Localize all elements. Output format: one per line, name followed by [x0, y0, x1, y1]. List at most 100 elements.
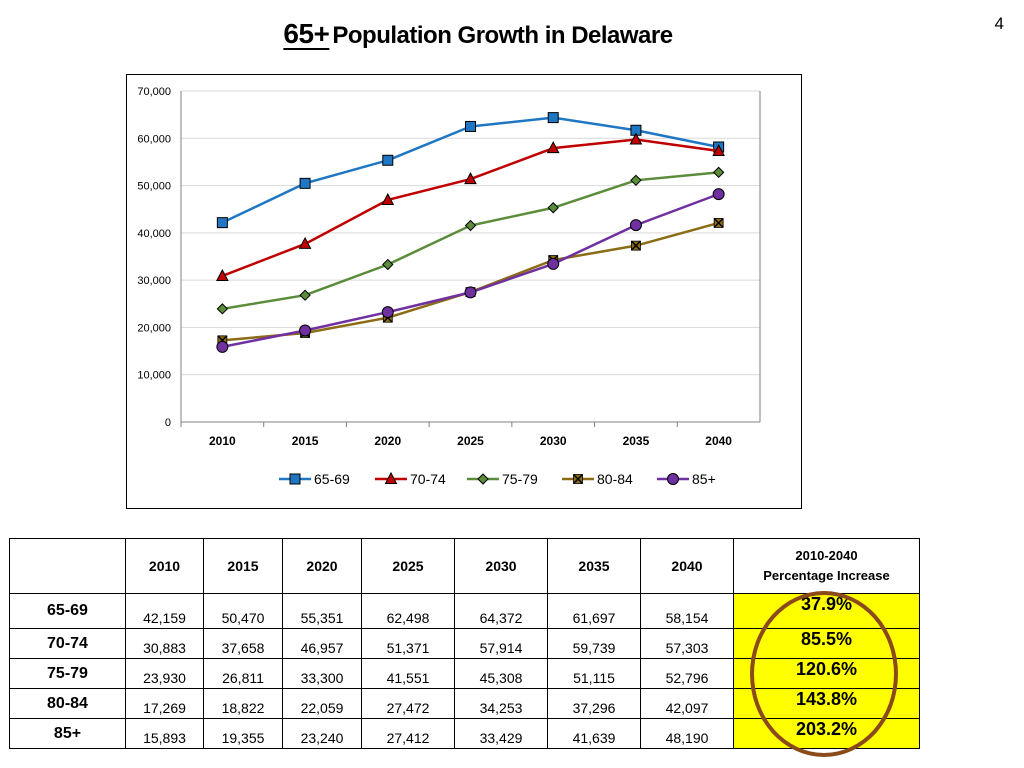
series-line-65-69 — [221, 116, 719, 224]
marker-shape — [546, 141, 560, 154]
table-cell: 17,269 — [125, 688, 204, 719]
table-row: 75-79 23,930 26,811 33,300 41,551 45,308… — [9, 658, 920, 689]
data-point-75-79 — [547, 202, 559, 214]
table-header-row: 2010 2015 2020 2025 2030 2035 2040 2010-… — [9, 538, 920, 594]
percentage-increase-cell: 203.2% — [733, 718, 920, 749]
data-point-85+ — [299, 324, 312, 337]
data-point-75-79 — [216, 303, 229, 315]
row-label: 80-84 — [9, 688, 126, 719]
marker-shape — [299, 177, 311, 189]
percentage-increase-cell: 37.9% — [733, 593, 920, 629]
marker-shape — [216, 217, 228, 229]
legend-marker — [289, 473, 301, 485]
page-number: 4 — [994, 14, 1004, 33]
table-cell: 55,351 — [282, 593, 362, 629]
header-year: 2030 — [454, 538, 548, 594]
table-cell: 62,498 — [361, 593, 455, 629]
table-cell: 59,739 — [547, 628, 641, 659]
percentage-increase-cell: 85.5% — [733, 628, 920, 659]
data-point-65-69 — [216, 217, 228, 229]
chart-frame: 0 10,000 20,000 30,000 40,000 50,000 60,000 70,… — [126, 74, 802, 509]
table-cell: 23,240 — [282, 718, 362, 749]
y-tick-label: 30,000 — [137, 275, 171, 287]
legend-label: 75-79 — [502, 471, 538, 487]
header-year: 2010 — [125, 538, 204, 594]
table-cell: 27,472 — [361, 688, 455, 719]
table-cell: 22,059 — [282, 688, 362, 719]
data-point-70-74 — [464, 172, 477, 185]
marker-shape — [464, 286, 477, 299]
table-cell: 23,930 — [125, 658, 204, 689]
marker-cross — [630, 240, 641, 251]
header-year: 2015 — [203, 538, 283, 594]
table-row: 85+ 15,893 19,355 23,240 27,412 33,429 4… — [9, 718, 920, 749]
table-cell: 46,957 — [282, 628, 362, 659]
x-tick-label: 2020 — [374, 434, 401, 448]
table-cell: 37,658 — [203, 628, 283, 659]
row-label: 65-69 — [9, 593, 126, 629]
x-tick-label: 2015 — [292, 434, 319, 448]
table-cell: 26,811 — [203, 658, 283, 689]
data-point-75-79 — [382, 258, 394, 271]
data-point-80-84 — [630, 240, 641, 251]
table-cell: 19,355 — [203, 718, 283, 749]
x-tick-label: 2035 — [623, 434, 650, 448]
legend-marker — [384, 471, 398, 484]
marker-shape — [464, 219, 477, 232]
row-label: 85+ — [9, 718, 126, 749]
table-cell: 37,296 — [547, 688, 641, 719]
table-cell: 45,308 — [454, 658, 548, 689]
marker-shape — [712, 188, 725, 201]
marker-shape — [465, 120, 476, 132]
marker-cross — [573, 474, 583, 484]
y-tick-label: 0 — [165, 417, 171, 429]
marker-shape — [712, 166, 725, 179]
data-point-65-69 — [465, 120, 476, 132]
series-line-70-74 — [221, 138, 719, 278]
header-year: 2040 — [640, 538, 734, 594]
marker-shape — [547, 257, 560, 270]
marker-shape — [477, 473, 489, 485]
table-row: 80-84 17,269 18,822 22,059 27,472 34,253… — [9, 688, 920, 719]
marker-shape — [216, 340, 229, 353]
data-point-65-69 — [382, 154, 394, 166]
table-cell: 58,154 — [640, 593, 734, 629]
pct-header-line1: 2010-2040 — [795, 548, 858, 563]
header-empty — [9, 538, 126, 594]
table-cell: 34,253 — [454, 688, 548, 719]
header-year: 2020 — [282, 538, 362, 594]
y-tick-label: 70,000 — [137, 86, 171, 98]
marker-shape — [384, 471, 398, 484]
legend-label: 65-69 — [314, 471, 350, 487]
data-point-75-79 — [299, 289, 311, 301]
table-cell: 42,159 — [125, 593, 204, 629]
table-cell: 42,097 — [640, 688, 734, 719]
y-tick-label: 40,000 — [137, 228, 171, 240]
marker-shape — [299, 324, 312, 337]
table-cell: 52,796 — [640, 658, 734, 689]
legend-label: 70-74 — [410, 471, 446, 487]
data-point-85+ — [464, 286, 477, 299]
table-cell: 61,697 — [547, 593, 641, 629]
legend-marker — [573, 474, 583, 484]
data-point-70-74 — [546, 141, 560, 154]
table-cell: 48,190 — [640, 718, 734, 749]
x-tick-label: 2030 — [540, 434, 567, 448]
title-text: Population Growth in Delaware — [332, 22, 673, 49]
data-point-85+ — [712, 188, 725, 201]
data-point-70-74 — [712, 143, 725, 157]
data-point-65-69 — [547, 112, 559, 124]
data-point-85+ — [547, 257, 560, 270]
data-point-85+ — [216, 340, 229, 353]
marker-shape — [298, 236, 312, 249]
line-chart: 0 10,000 20,000 30,000 40,000 50,000 60,000 70,… — [137, 86, 761, 487]
marker-shape — [381, 192, 395, 205]
table-cell: 64,372 — [454, 593, 548, 629]
marker-shape — [216, 268, 229, 281]
marker-shape — [547, 112, 559, 124]
percentage-increase-cell: 120.6% — [733, 658, 920, 689]
marker-shape — [289, 473, 301, 485]
data-point-75-79 — [712, 166, 725, 179]
header-year: 2035 — [547, 538, 641, 594]
legend-marker — [667, 473, 679, 485]
